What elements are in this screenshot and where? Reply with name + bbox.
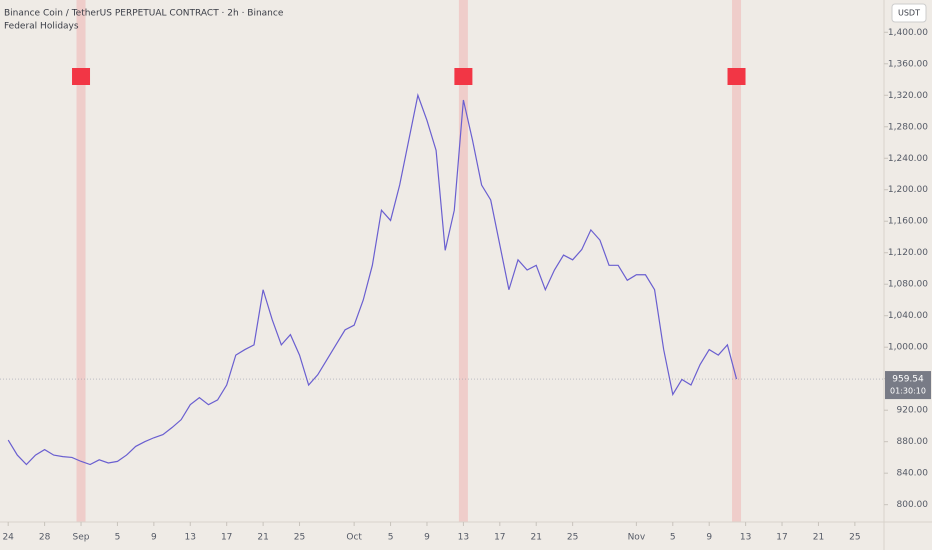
x-tick-label: 5 (388, 533, 394, 543)
x-tick-label: 25 (294, 533, 305, 543)
holiday-band (732, 0, 742, 522)
x-tick-label: 28 (39, 533, 51, 543)
y-tick-label: 800.00 (897, 500, 929, 510)
y-tick-label: 1,000.00 (888, 343, 928, 353)
x-tick-label: 25 (567, 533, 578, 543)
y-tick-label: 1,200.00 (888, 185, 928, 195)
y-tick-label: 1,160.00 (888, 217, 928, 227)
countdown: 01:30:10 (890, 387, 926, 396)
holiday-band (458, 0, 468, 522)
x-tick-label: 13 (740, 533, 751, 543)
x-tick-label: 17 (221, 533, 232, 543)
indicator-name: Federal Holidays (4, 22, 79, 32)
holiday-band (76, 0, 86, 522)
x-tick-label: 24 (2, 533, 14, 543)
chart-title: Binance Coin / TetherUS PERPETUAL CONTRA… (4, 9, 284, 19)
currency[interactable]: USDT (898, 9, 920, 18)
x-tick-label: 13 (185, 533, 196, 543)
x-tick-label: 13 (458, 533, 469, 543)
x-tick-label: 5 (115, 533, 121, 543)
holiday-marker (454, 68, 473, 85)
holiday-marker (72, 68, 91, 85)
y-tick-label: 1,080.00 (888, 280, 928, 290)
x-tick-label: Oct (346, 533, 362, 543)
y-tick-label: 880.00 (897, 437, 929, 447)
price-tag (885, 371, 931, 400)
y-tick-label: 1,280.00 (888, 122, 928, 132)
x-tick-label: Nov (628, 533, 646, 543)
last-price: 959.54 (892, 375, 924, 385)
x-tick-label: Sep (73, 533, 90, 543)
currency-button[interactable] (891, 3, 927, 23)
y-tick-label: 1,360.00 (888, 59, 928, 69)
x-tick-label: 17 (776, 533, 787, 543)
x-tick-label: 9 (151, 533, 157, 543)
x-tick-label: 9 (424, 533, 430, 543)
price-line (7, 93, 738, 466)
x-tick-label: 5 (670, 533, 676, 543)
y-tick-label: 920.00 (897, 406, 929, 416)
holiday-marker (727, 68, 746, 85)
x-tick-label: 9 (706, 533, 712, 543)
x-tick-label: 21 (257, 533, 268, 543)
x-tick-label: 21 (531, 533, 542, 543)
y-tick-label: 1,400.00 (888, 28, 928, 38)
y-tick-label: 1,240.00 (888, 154, 928, 164)
y-tick-label: 840.00 (897, 469, 929, 479)
x-tick-label: 17 (494, 533, 505, 543)
y-tick-label: 1,320.00 (888, 91, 928, 101)
x-tick-label: 21 (813, 533, 824, 543)
y-tick-label: 1,040.00 (888, 311, 928, 321)
x-tick-label: 25 (849, 533, 860, 543)
y-tick-label: 1,120.00 (888, 248, 928, 258)
